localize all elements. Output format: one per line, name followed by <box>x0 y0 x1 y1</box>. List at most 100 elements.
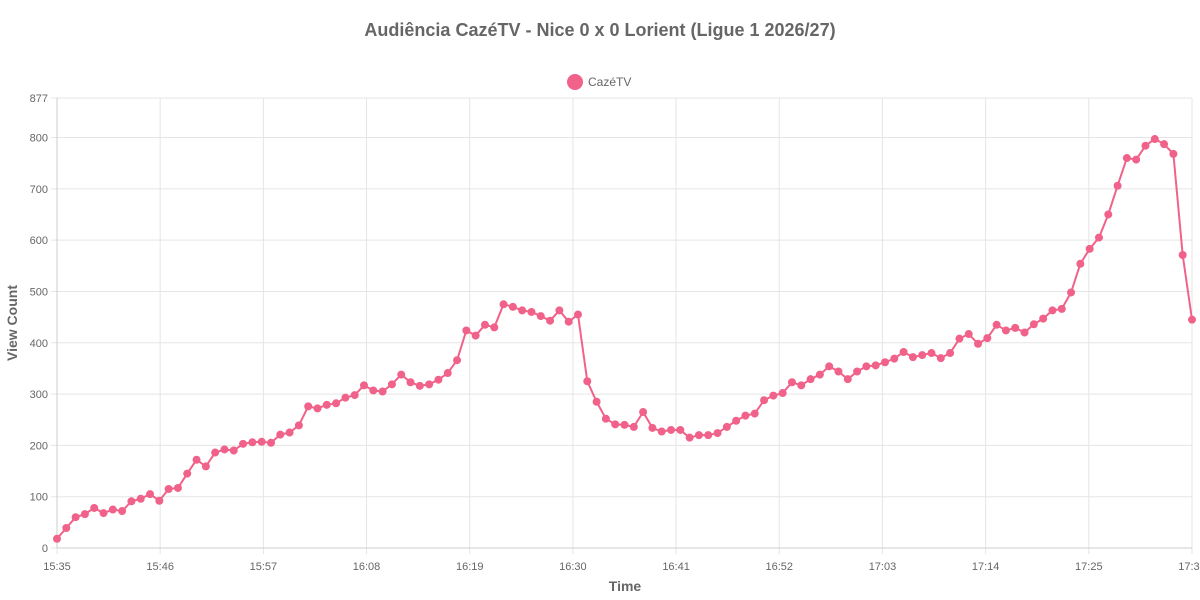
data-point[interactable] <box>890 354 899 363</box>
data-point[interactable] <box>741 411 750 420</box>
data-point[interactable] <box>173 483 182 492</box>
data-point[interactable] <box>266 438 275 447</box>
data-point[interactable] <box>80 510 89 519</box>
data-point[interactable] <box>229 446 238 455</box>
data-point[interactable] <box>927 349 936 358</box>
data-point[interactable] <box>425 380 434 389</box>
data-point[interactable] <box>136 494 145 503</box>
data-point[interactable] <box>1011 323 1020 332</box>
data-point[interactable] <box>676 425 685 434</box>
data-point[interactable] <box>332 399 341 408</box>
data-point[interactable] <box>825 362 834 371</box>
data-point[interactable] <box>1122 154 1131 163</box>
data-point[interactable] <box>257 437 266 446</box>
data-point[interactable] <box>108 505 117 514</box>
data-point[interactable] <box>192 455 201 464</box>
data-point[interactable] <box>1188 315 1196 324</box>
data-point[interactable] <box>527 307 536 316</box>
data-point[interactable] <box>248 438 257 447</box>
data-point[interactable] <box>1076 259 1085 268</box>
data-point[interactable] <box>787 378 796 387</box>
data-point[interactable] <box>880 358 889 367</box>
data-point[interactable] <box>1094 233 1103 242</box>
data-point[interactable] <box>118 507 127 516</box>
data-point[interactable] <box>853 367 862 376</box>
data-point[interactable] <box>871 361 880 370</box>
data-point[interactable] <box>667 425 676 434</box>
data-point[interactable] <box>834 367 843 376</box>
data-point[interactable] <box>443 369 452 378</box>
data-point[interactable] <box>536 312 545 321</box>
data-point[interactable] <box>322 400 331 409</box>
data-point[interactable] <box>750 409 759 418</box>
data-point[interactable] <box>313 404 322 413</box>
data-point[interactable] <box>955 334 964 343</box>
data-point[interactable] <box>778 389 787 398</box>
data-point[interactable] <box>462 326 471 335</box>
data-point[interactable] <box>704 431 713 440</box>
data-point[interactable] <box>592 397 601 406</box>
data-point[interactable] <box>220 445 229 454</box>
data-point[interactable] <box>90 503 99 512</box>
data-point[interactable] <box>620 420 629 429</box>
data-point[interactable] <box>518 306 527 315</box>
data-point[interactable] <box>797 381 806 390</box>
data-point[interactable] <box>899 347 908 356</box>
data-point[interactable] <box>164 484 173 493</box>
data-point[interactable] <box>1160 140 1169 149</box>
data-point[interactable] <box>1039 314 1048 323</box>
data-point[interactable] <box>611 420 620 429</box>
data-point[interactable] <box>732 416 741 425</box>
data-point[interactable] <box>546 316 555 325</box>
data-point[interactable] <box>815 370 824 379</box>
data-point[interactable] <box>62 523 71 532</box>
data-point[interactable] <box>983 334 992 343</box>
data-point[interactable] <box>555 306 564 315</box>
data-point[interactable] <box>285 428 294 437</box>
data-point[interactable] <box>294 421 303 430</box>
data-point[interactable] <box>71 513 80 522</box>
data-point[interactable] <box>1104 210 1113 219</box>
data-point[interactable] <box>685 433 694 442</box>
data-point[interactable] <box>573 310 582 319</box>
data-point[interactable] <box>713 429 722 438</box>
data-point[interactable] <box>350 391 359 400</box>
data-point[interactable] <box>862 362 871 371</box>
data-point[interactable] <box>694 431 703 440</box>
data-point[interactable] <box>657 427 666 436</box>
legend[interactable]: CazéTV <box>567 74 631 90</box>
data-point[interactable] <box>360 381 369 390</box>
data-point[interactable] <box>406 378 415 387</box>
data-point[interactable] <box>583 377 592 386</box>
data-point[interactable] <box>53 534 61 543</box>
data-point[interactable] <box>1001 326 1010 335</box>
data-point[interactable] <box>1113 181 1122 190</box>
data-point[interactable] <box>211 448 220 457</box>
data-point[interactable] <box>239 439 248 448</box>
data-point[interactable] <box>760 396 769 405</box>
data-point[interactable] <box>936 354 945 363</box>
data-point[interactable] <box>639 408 648 417</box>
data-point[interactable] <box>1067 288 1076 297</box>
data-point[interactable] <box>276 430 285 439</box>
data-point[interactable] <box>1169 149 1178 158</box>
data-point[interactable] <box>397 370 406 379</box>
data-point[interactable] <box>769 391 778 400</box>
data-point[interactable] <box>499 300 508 309</box>
data-point[interactable] <box>908 353 917 362</box>
data-point[interactable] <box>1057 304 1066 313</box>
data-point[interactable] <box>806 375 815 384</box>
data-point[interactable] <box>415 381 424 390</box>
data-point[interactable] <box>471 331 480 340</box>
data-point[interactable] <box>1132 155 1141 164</box>
data-point[interactable] <box>1029 320 1038 329</box>
data-point[interactable] <box>183 469 192 478</box>
data-point[interactable] <box>341 393 350 402</box>
data-point[interactable] <box>974 339 983 348</box>
data-point[interactable] <box>601 414 610 423</box>
data-point[interactable] <box>453 356 462 365</box>
data-point[interactable] <box>1085 244 1094 253</box>
data-point[interactable] <box>992 320 1001 329</box>
data-point[interactable] <box>629 422 638 431</box>
data-point[interactable] <box>1141 141 1150 150</box>
